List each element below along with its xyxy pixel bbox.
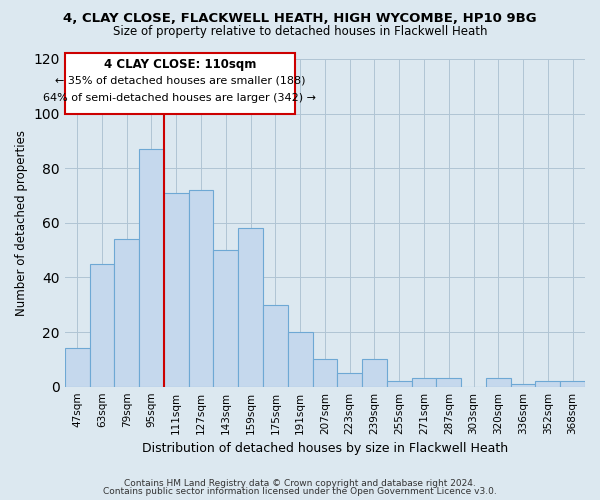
FancyBboxPatch shape — [65, 54, 295, 114]
Bar — [387, 381, 412, 386]
Text: 4, CLAY CLOSE, FLACKWELL HEATH, HIGH WYCOMBE, HP10 9BG: 4, CLAY CLOSE, FLACKWELL HEATH, HIGH WYC… — [63, 12, 537, 26]
Text: Size of property relative to detached houses in Flackwell Heath: Size of property relative to detached ho… — [113, 25, 487, 38]
Bar — [139, 149, 164, 386]
Text: Contains public sector information licensed under the Open Government Licence v3: Contains public sector information licen… — [103, 487, 497, 496]
Bar — [436, 378, 461, 386]
Bar — [313, 360, 337, 386]
Text: 4 CLAY CLOSE: 110sqm: 4 CLAY CLOSE: 110sqm — [104, 58, 256, 70]
Text: 64% of semi-detached houses are larger (342) →: 64% of semi-detached houses are larger (… — [43, 93, 316, 103]
Y-axis label: Number of detached properties: Number of detached properties — [15, 130, 28, 316]
Bar — [214, 250, 238, 386]
Bar — [115, 239, 139, 386]
Bar — [188, 190, 214, 386]
Bar — [535, 381, 560, 386]
Bar — [263, 304, 288, 386]
Bar — [238, 228, 263, 386]
Bar — [362, 360, 387, 386]
Bar — [560, 381, 585, 386]
Bar — [511, 384, 535, 386]
Text: ← 35% of detached houses are smaller (188): ← 35% of detached houses are smaller (18… — [55, 76, 305, 86]
Bar — [288, 332, 313, 386]
Bar — [486, 378, 511, 386]
Bar — [412, 378, 436, 386]
Bar — [65, 348, 89, 387]
Bar — [337, 373, 362, 386]
Bar — [89, 264, 115, 386]
X-axis label: Distribution of detached houses by size in Flackwell Heath: Distribution of detached houses by size … — [142, 442, 508, 455]
Bar — [164, 193, 188, 386]
Text: Contains HM Land Registry data © Crown copyright and database right 2024.: Contains HM Land Registry data © Crown c… — [124, 478, 476, 488]
